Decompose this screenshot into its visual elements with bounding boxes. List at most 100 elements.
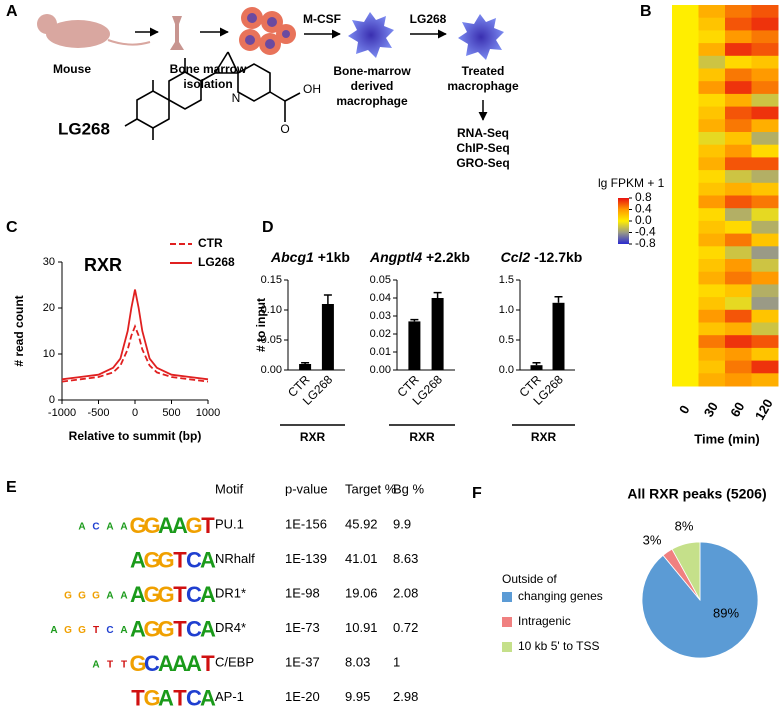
atom-label: N: [232, 91, 241, 105]
group-label: RXR: [531, 430, 557, 444]
heatmap-cell: [725, 43, 752, 57]
heatmap-cell: [751, 17, 779, 31]
heatmap-cell: [698, 195, 726, 209]
heatmap-cell: [751, 309, 779, 323]
heatmap-cell: [698, 373, 726, 387]
heatmap-cell: [698, 259, 726, 273]
heatmap-cell: [672, 106, 699, 120]
panel-label: E: [6, 479, 17, 496]
heatmap-cell: [725, 30, 752, 44]
heatmap-cell: [751, 322, 779, 336]
y-tick-label: 0.5: [499, 334, 514, 346]
heatmap-cell: [698, 43, 726, 57]
heatmap-cell: [751, 195, 779, 209]
heatmap-cell: [672, 157, 699, 171]
logo-letter: A: [200, 685, 216, 710]
logo-letter: A: [120, 522, 127, 533]
title-gene: Ccl2: [501, 249, 531, 265]
axis: [287, 280, 345, 371]
legend-label: Outside of changing genes: [502, 572, 603, 603]
bar: [431, 298, 444, 370]
y-tick-label: 0.00: [370, 364, 391, 376]
logo-letter: G: [143, 616, 160, 641]
table-cell: 9.9: [393, 516, 411, 531]
heatmap-cell: [751, 68, 779, 82]
heatmap-cell: [725, 322, 752, 336]
x-tick-label: 1000: [196, 407, 220, 419]
logo-letter: A: [158, 685, 174, 710]
heatmap-cell: [751, 360, 779, 374]
chart-title: All RXR peaks (5206): [627, 486, 766, 502]
heatmap-cell: [672, 309, 699, 323]
atom-label: O: [280, 122, 289, 136]
y-tick-label: 0.01: [370, 346, 391, 358]
table-cell: 1E-73: [285, 620, 320, 635]
heatmap-cell: [672, 208, 699, 222]
x-tick-label: 500: [162, 407, 180, 419]
y-tick-label: 30: [43, 256, 55, 268]
group-label: RXR: [409, 430, 435, 444]
x-axis-label: Time (min): [694, 431, 760, 446]
heatmap-cell: [725, 284, 752, 298]
logo-letter: A: [130, 582, 146, 607]
error-bar: [410, 318, 419, 322]
error-bar: [532, 362, 541, 366]
heatmap-cell: [725, 93, 752, 108]
heatmap-cell: [672, 347, 699, 362]
logo-letter: T: [107, 660, 113, 671]
diagram-label: ChIP-Seq: [456, 141, 509, 155]
logo-letter: T: [201, 651, 215, 676]
colorbar-title: lg FPKM + 1: [598, 176, 665, 190]
heatmap-cell: [698, 144, 726, 158]
y-tick-label: 0.10: [261, 304, 282, 316]
heatmap-cell: [751, 182, 779, 196]
logo-letter: T: [131, 685, 145, 710]
table-cell: 9.95: [345, 689, 370, 704]
logo-letter: C: [106, 625, 113, 636]
heatmap-cell: [698, 119, 726, 133]
logo-letter: G: [157, 582, 174, 607]
heatmap-cell: [698, 246, 726, 260]
heatmap-cell: [751, 220, 779, 235]
table-cell: 8.63: [393, 551, 418, 566]
bar: [408, 321, 421, 370]
logo-letter: G: [143, 582, 160, 607]
heatmap-cell: [751, 259, 779, 273]
table-cell: AP-1: [215, 689, 244, 704]
mouse-tail: [107, 39, 151, 46]
panel-label: B: [640, 3, 652, 20]
heatmap-cell: [751, 43, 779, 57]
logo-letter: T: [201, 513, 215, 538]
logo-letter: A: [158, 651, 174, 676]
heatmap-cell: [725, 132, 752, 146]
title-gene: Abcg1: [270, 249, 314, 265]
diagram-label: isolation: [183, 77, 232, 91]
logo-letter: A: [200, 547, 216, 572]
slice-label: 3%: [643, 532, 662, 547]
logo-letter: C: [186, 547, 202, 572]
logo-letter: G: [129, 513, 146, 538]
atom-label: OH: [303, 82, 321, 96]
chart-title: Ccl2 -12.7kb: [501, 249, 583, 265]
table-cell: 1E-156: [285, 516, 327, 531]
y-tick-label: 0: [49, 394, 55, 406]
heatmap-cell: [672, 132, 699, 146]
workflow-diagram: Mouse Bone marrow isolation M-CSF LG268 …: [37, 7, 519, 170]
title-position: +1kb: [318, 249, 350, 265]
logo-letter: G: [143, 547, 160, 572]
heatmap-cell: [725, 55, 752, 69]
heatmap-cell: [698, 157, 726, 171]
heatmap-cell: [751, 119, 779, 133]
heatmap-cell: [751, 106, 779, 120]
legend-swatch: [502, 642, 512, 652]
table-cell: 2.98: [393, 689, 418, 704]
table-cell: 2.08: [393, 585, 418, 600]
pie-slice: [671, 541, 701, 601]
chart-title: RXR: [84, 255, 122, 275]
heatmap-cell: [725, 220, 752, 235]
table-cell: 0.72: [393, 620, 418, 635]
table-cell: NRhalf: [215, 551, 255, 566]
x-axis-label: Relative to summit (bp): [69, 429, 202, 443]
heatmap-cell: [672, 182, 699, 196]
